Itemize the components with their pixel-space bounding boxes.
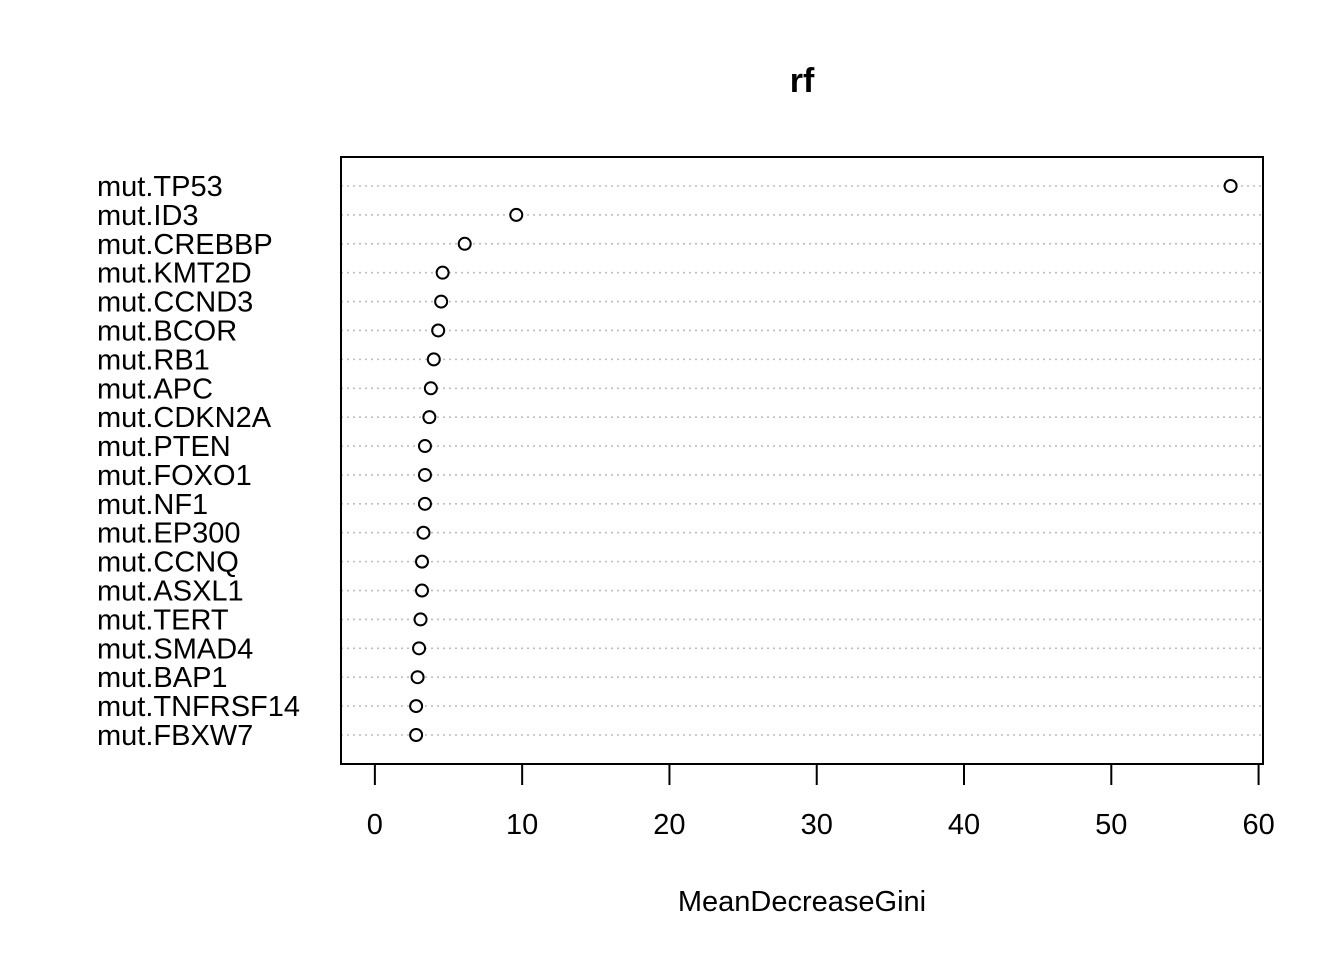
category-label: mut.RB1 xyxy=(97,344,210,376)
data-point xyxy=(422,410,437,425)
plot-frame xyxy=(340,156,1264,765)
x-axis: 0 10 20 30 40 50 60 xyxy=(367,763,1275,841)
category-label: mut.TNFRSF14 xyxy=(97,691,300,723)
data-point xyxy=(409,728,424,742)
x-tick-label: 30 xyxy=(801,809,833,841)
x-tick-label: 40 xyxy=(948,809,980,841)
category-label: mut.BAP1 xyxy=(97,662,228,694)
x-tick-label: 10 xyxy=(506,809,538,841)
data-point xyxy=(426,352,441,367)
x-tick-label: 60 xyxy=(1242,809,1274,841)
data-point xyxy=(415,554,430,569)
data-point xyxy=(457,236,472,251)
data-point xyxy=(409,699,424,714)
category-label: mut.CDKN2A xyxy=(97,402,272,434)
data-point xyxy=(435,265,450,280)
category-label: mut.NF1 xyxy=(97,489,208,521)
data-point xyxy=(412,641,427,656)
data-point xyxy=(413,612,428,627)
data-point xyxy=(415,583,430,598)
data-point xyxy=(417,439,432,454)
category-label: mut.FOXO1 xyxy=(97,460,252,492)
category-label: mut.APC xyxy=(97,373,213,405)
category-label: mut.SMAD4 xyxy=(97,633,253,665)
data-point xyxy=(417,496,432,511)
category-label: mut.ASXL1 xyxy=(97,576,244,608)
category-label: mut.CREBBP xyxy=(97,229,273,261)
category-label: mut.PTEN xyxy=(97,431,231,463)
data-point xyxy=(410,670,425,685)
data-point xyxy=(417,467,432,482)
data-point xyxy=(423,381,438,396)
category-label: mut.CCND3 xyxy=(97,287,253,319)
data-point xyxy=(416,525,431,540)
category-label: mut.TP53 xyxy=(97,171,223,203)
data-point xyxy=(434,294,449,309)
x-axis-label: MeanDecreaseGini xyxy=(678,886,926,918)
x-tick-label: 20 xyxy=(653,809,685,841)
grid-lines xyxy=(341,185,1263,736)
category-label: mut.BCOR xyxy=(97,315,237,347)
category-label: mut.FBXW7 xyxy=(97,720,253,752)
data-point xyxy=(431,323,446,338)
category-label: mut.ID3 xyxy=(97,200,199,232)
category-labels: mut.TP53mut.ID3mut.CREBBPmut.KMT2Dmut.CC… xyxy=(97,171,300,752)
data-point xyxy=(1223,179,1238,193)
x-tick-label: 0 xyxy=(367,809,383,841)
data-points xyxy=(409,179,1238,742)
category-label: mut.TERT xyxy=(97,604,229,636)
x-tick-label: 50 xyxy=(1095,809,1127,841)
category-label: mut.KMT2D xyxy=(97,258,252,290)
category-label: mut.CCNQ xyxy=(97,547,239,579)
data-point xyxy=(509,207,524,222)
chart-title: rf xyxy=(790,62,815,100)
category-label: mut.EP300 xyxy=(97,518,240,550)
